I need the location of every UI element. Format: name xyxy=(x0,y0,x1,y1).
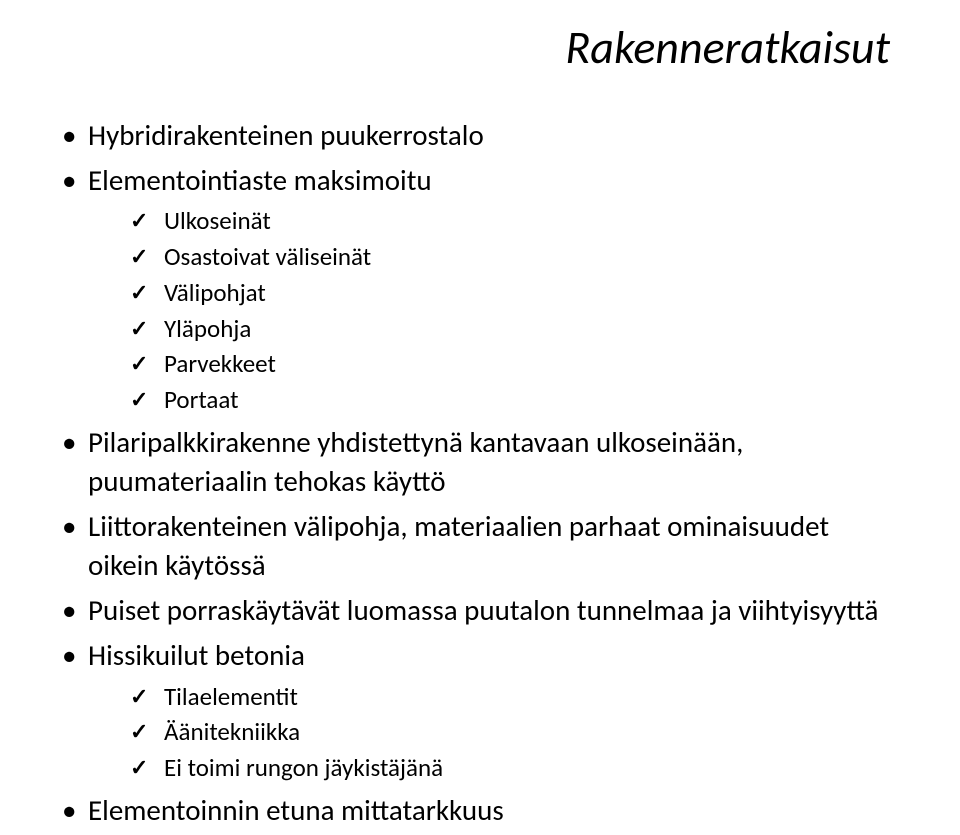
sub-list-item-text: Ulkoseinät xyxy=(164,205,271,236)
sub-list-item: Välipohjat xyxy=(130,276,900,310)
sub-list-item: Portaat xyxy=(130,383,900,417)
list-item-text: Pilaripalkkirakenne yhdistettynä kantava… xyxy=(88,424,743,499)
sub-list-item: Ei toimi rungon jäykistäjänä xyxy=(130,751,900,785)
slide-title: Rakenneratkaisut xyxy=(60,20,900,76)
list-item: Liittorakenteinen välipohja, materiaalie… xyxy=(60,507,900,585)
list-item: Elementointiaste maksimoitu Ulkoseinät O… xyxy=(60,161,900,417)
bullet-list: Hybridirakenteinen puukerrostalo Element… xyxy=(60,116,900,830)
list-item-text: Elementointiaste maksimoitu xyxy=(88,162,432,198)
sub-list-item-text: Osastoivat väliseinät xyxy=(164,241,371,272)
list-item-text: Elementoinnin etuna mittatarkkuus xyxy=(88,792,504,828)
sub-list-item-text: Välipohjat xyxy=(164,277,266,308)
slide: Rakenneratkaisut Hybridirakenteinen puuk… xyxy=(0,0,960,835)
sub-list-item: Osastoivat väliseinät xyxy=(130,240,900,274)
sub-list: Ulkoseinät Osastoivat väliseinät Välipoh… xyxy=(88,204,900,417)
sub-list-item: Parvekkeet xyxy=(130,347,900,381)
sub-list-item-text: Portaat xyxy=(164,384,238,415)
sub-list-item: Yläpohja xyxy=(130,312,900,346)
sub-list-item-text: Yläpohja xyxy=(164,313,251,344)
sub-list: Tilaelementit Äänitekniikka Ei toimi run… xyxy=(88,680,900,785)
sub-list-item: Ulkoseinät xyxy=(130,204,900,238)
list-item: Elementoinnin etuna mittatarkkuus xyxy=(60,791,900,830)
list-item-text: Hissikuilut betonia xyxy=(88,637,305,673)
sub-list-item-text: Parvekkeet xyxy=(164,348,276,379)
list-item-text: Hybridirakenteinen puukerrostalo xyxy=(88,117,484,153)
list-item: Pilaripalkkirakenne yhdistettynä kantava… xyxy=(60,423,900,501)
list-item: Hissikuilut betonia Tilaelementit Äänite… xyxy=(60,636,900,784)
sub-list-item-text: Äänitekniikka xyxy=(164,716,300,747)
sub-list-item: Tilaelementit xyxy=(130,680,900,714)
sub-list-item-text: Tilaelementit xyxy=(164,681,298,712)
list-item: Puiset porraskäytävät luomassa puutalon … xyxy=(60,591,900,630)
sub-list-item-text: Ei toimi rungon jäykistäjänä xyxy=(164,752,443,783)
list-item-text: Puiset porraskäytävät luomassa puutalon … xyxy=(88,592,878,628)
sub-list-item: Äänitekniikka xyxy=(130,715,900,749)
list-item-text: Liittorakenteinen välipohja, materiaalie… xyxy=(88,508,829,583)
list-item: Hybridirakenteinen puukerrostalo xyxy=(60,116,900,155)
